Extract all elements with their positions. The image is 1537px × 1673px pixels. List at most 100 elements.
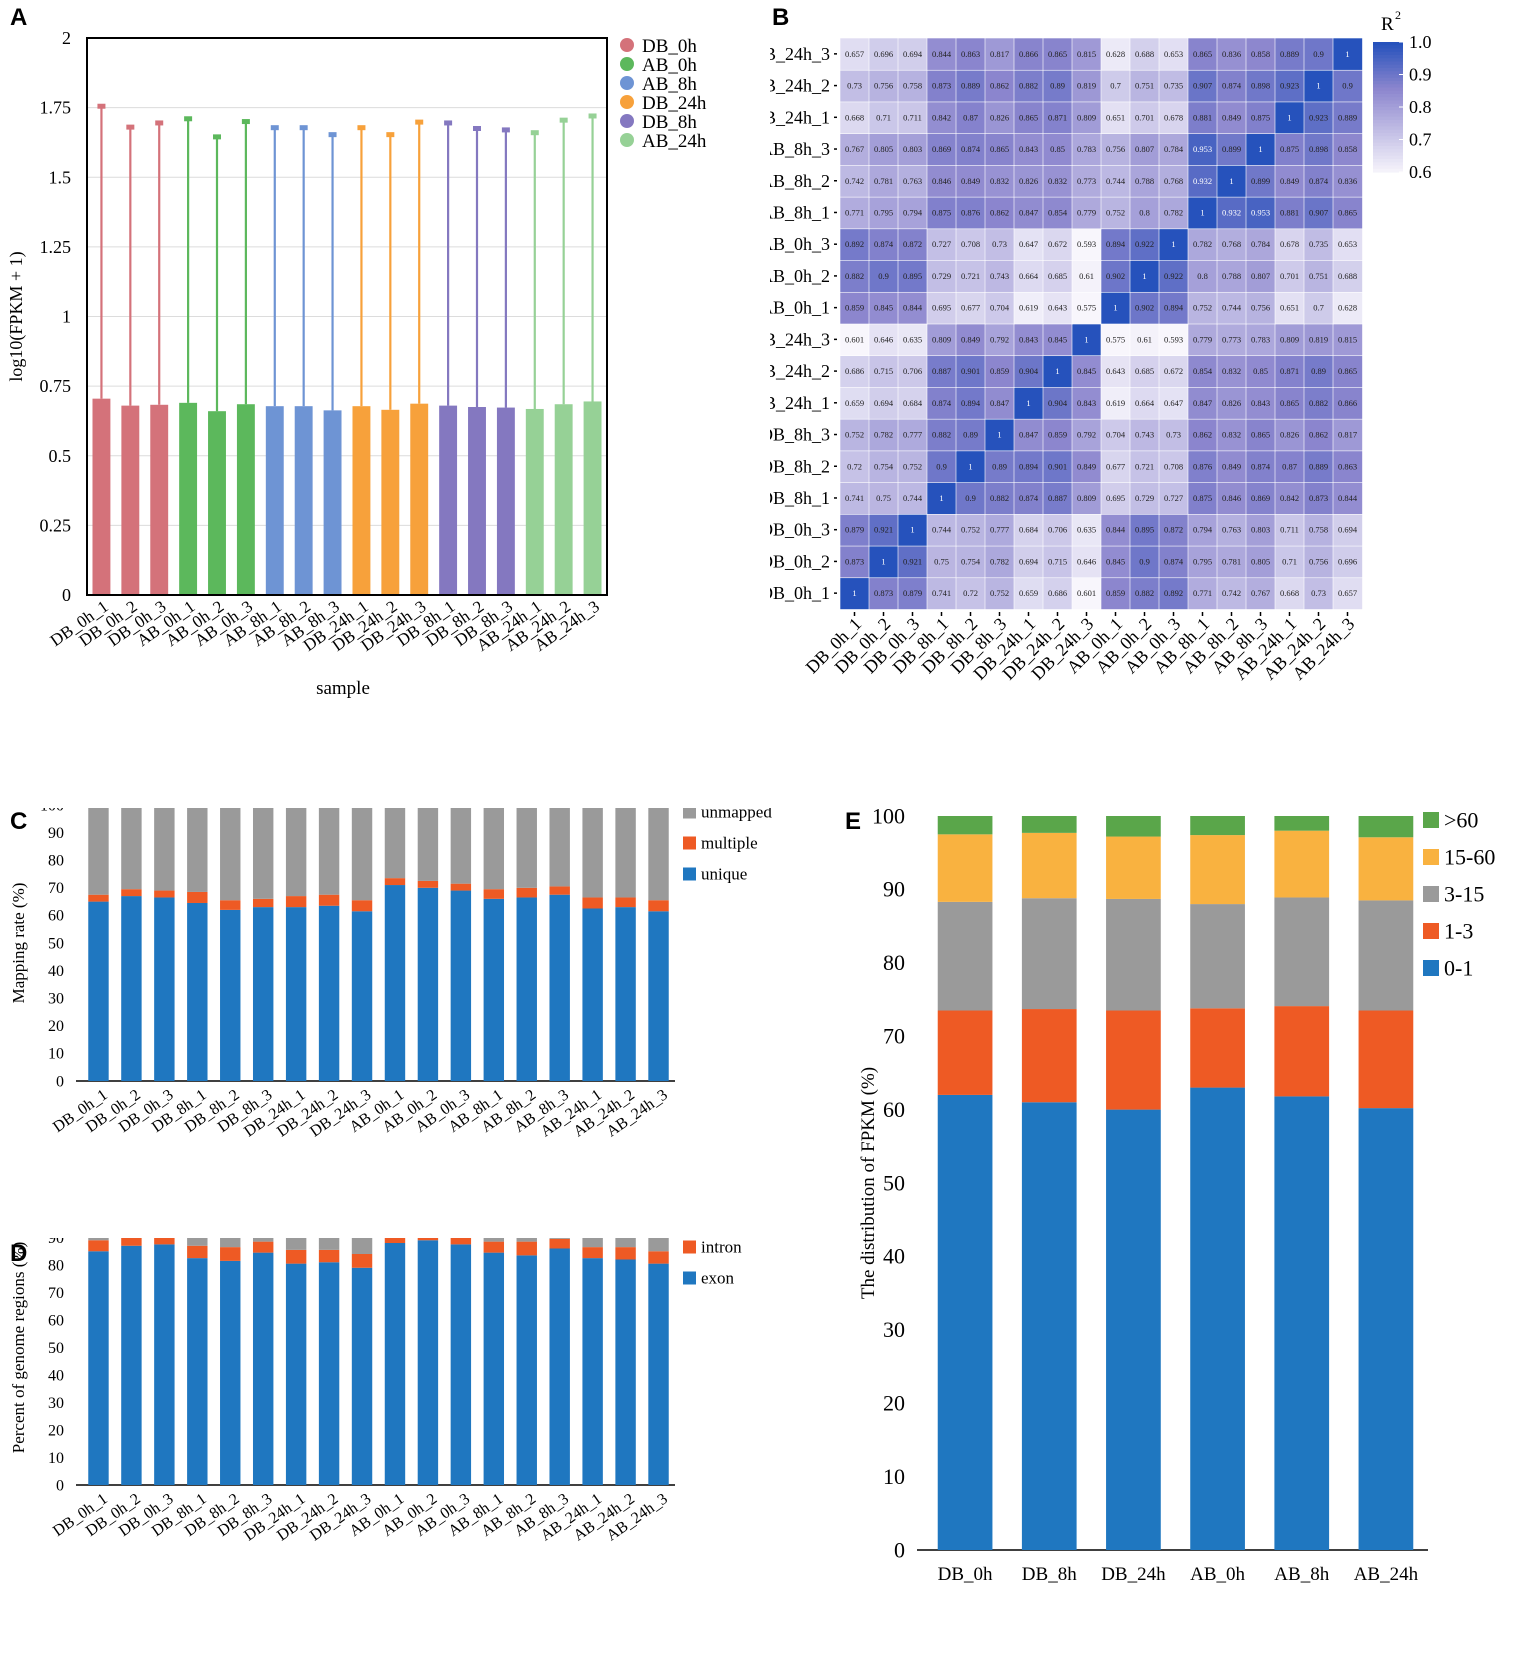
- heatmap-cell: [1274, 513, 1305, 547]
- heatmap-cell-value: 0.807: [1135, 144, 1154, 154]
- heatmap-cell-value: 0.846: [932, 176, 951, 186]
- heatmap-cell-value: 0.781: [874, 176, 893, 186]
- heatmap-cell: [984, 354, 1015, 388]
- heatmap-cell-value: 0.89: [1311, 366, 1326, 376]
- heatmap-cell: [868, 37, 899, 71]
- heatmap-cell-value: 0.859: [990, 366, 1009, 376]
- heatmap-cell-value: 0.953: [1193, 144, 1212, 154]
- bar-segment-C: [121, 889, 142, 897]
- heatmap-cell: [1187, 386, 1218, 420]
- heatmap-cell: [1216, 323, 1247, 357]
- heatmap-cell: [1332, 37, 1363, 71]
- heatmap-cell-value: 0.678: [1164, 112, 1183, 122]
- heatmap-cell-value: 0.781: [1222, 556, 1241, 566]
- colorbar-segment: [1373, 126, 1403, 131]
- heatmap-cell: [1042, 37, 1073, 71]
- y-axis-title-a: log10(FPKM + 1): [6, 251, 27, 381]
- heatmap-cell-value: 0.742: [845, 176, 864, 186]
- heatmap-cell: [839, 132, 870, 166]
- heatmap-cell-value: 0.688: [1338, 271, 1357, 281]
- bar-segment-E: [1021, 832, 1077, 899]
- heatmap-cell-value: 0.684: [903, 398, 923, 408]
- heatmap-cell-value: 0.575: [1077, 303, 1096, 313]
- heatmap-cell: [1245, 291, 1276, 325]
- heatmap-cell: [1013, 418, 1044, 452]
- heatmap-cell-value: 0.865: [1019, 112, 1038, 122]
- bar-segment-E: [1106, 836, 1161, 899]
- bar-segment-C: [252, 808, 274, 899]
- heatmap-cell-value: 0.768: [1164, 176, 1183, 186]
- colorbar-tick-label: 0.7: [1409, 130, 1432, 150]
- heatmap-cell-value: 1: [1026, 398, 1030, 408]
- heatmap-cell-value: 0.767: [1251, 588, 1270, 598]
- heatmap-cell-value: 0.8: [1197, 271, 1208, 281]
- bar-segment-D: [154, 1238, 175, 1245]
- heatmap-cell-value: 0.871: [1280, 366, 1299, 376]
- heatmap-cell-value: 0.782: [874, 430, 893, 440]
- y-tick-label-C: 50: [48, 935, 64, 952]
- colorbar-segment: [1373, 74, 1403, 79]
- heatmap-cell-value: 0.826: [1222, 398, 1241, 408]
- heatmap-cell: [1042, 450, 1073, 483]
- bar-segment-C: [483, 889, 505, 899]
- colorbar-tick-label: 0.8: [1409, 97, 1432, 117]
- heatmap-cell: [1013, 101, 1044, 134]
- y-tick-label-E: 70: [883, 1024, 905, 1049]
- panel-label-e: E: [845, 808, 862, 835]
- heatmap-cell: [839, 291, 870, 325]
- heatmap-cell: [839, 69, 870, 103]
- bar-segment-D: [318, 1262, 340, 1485]
- colorbar-segment: [1373, 94, 1403, 98]
- heatmap-cell: [868, 418, 899, 452]
- heatmap-cell: [1216, 513, 1247, 547]
- heatmap-cell-value: 0.727: [1164, 493, 1183, 503]
- heatmap-cell-value: 0.874: [1222, 81, 1242, 91]
- heatmap-cell-value: 0.887: [1048, 493, 1067, 503]
- heatmap-cell: [955, 354, 986, 388]
- bar-segment-D: [220, 1260, 241, 1485]
- heatmap-cell: [1042, 291, 1073, 325]
- y-tick-label-E: 40: [883, 1244, 905, 1269]
- heatmap-cell-value: 0.874: [1019, 493, 1039, 503]
- panel-label-d: D: [10, 1240, 28, 1267]
- panel-label-a: A: [10, 4, 28, 31]
- heatmap-cell-value: 0.593: [1164, 334, 1183, 344]
- heatmap-cell-value: 0.754: [961, 556, 981, 566]
- bar-segment-C: [351, 900, 373, 912]
- bar-segment-C: [88, 894, 109, 902]
- colorbar-segment: [1373, 90, 1403, 95]
- heatmap-cell-value: 0.651: [1280, 303, 1299, 313]
- bar-segment-D: [549, 1238, 570, 1239]
- heatmap-cell: [1129, 69, 1160, 103]
- heatmap-cell-value: 0.843: [1251, 398, 1270, 408]
- heatmap-cell-value: 0.862: [1309, 430, 1328, 440]
- heatmap-cell: [1158, 354, 1189, 388]
- heatmap-cell-value: 0.752: [845, 430, 864, 440]
- heatmap-cell-value: 0.777: [990, 525, 1009, 535]
- bar-segment-D: [648, 1238, 669, 1252]
- legend-label-E: >60: [1444, 808, 1478, 832]
- y-tick-label-b: DB_8h_2: [770, 456, 830, 476]
- heatmap-cell: [926, 132, 957, 166]
- bar-segment-D: [285, 1263, 307, 1485]
- bar-segment-C: [615, 907, 636, 1081]
- heatmap-cell: [1071, 37, 1102, 71]
- legend-label-a: AB_0h: [642, 55, 697, 76]
- y-axis-title-C: Mapping rate (%): [9, 883, 28, 1004]
- y-tick-label-b: AB_8h_1: [770, 202, 830, 222]
- heatmap-cell: [926, 291, 957, 325]
- chart-a-boxplot-bars: 00.250.50.7511.251.51.752DB_0h_1DB_0h_2D…: [6, 28, 707, 699]
- bar-segment-C: [285, 808, 307, 897]
- heatmap-cell-value: 0.744: [903, 493, 923, 503]
- heatmap-cell-value: 0.845: [1048, 334, 1067, 344]
- heatmap-cell-value: 0.9: [936, 461, 947, 471]
- heatmap-cell: [1216, 386, 1247, 420]
- heatmap-cell: [1129, 386, 1160, 420]
- bar-segment-D: [351, 1267, 373, 1485]
- heatmap-cell-value: 0.832: [1222, 430, 1241, 440]
- heatmap-cell-value: 0.89: [1050, 81, 1065, 91]
- heatmap-cell: [926, 323, 957, 357]
- heatmap-cell: [1158, 228, 1189, 261]
- heatmap-cell: [1100, 323, 1131, 357]
- heatmap-cell: [1129, 576, 1160, 610]
